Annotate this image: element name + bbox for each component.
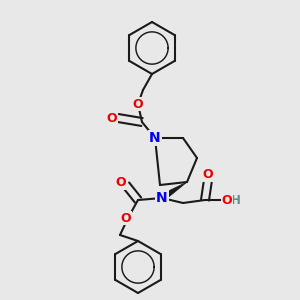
Text: O: O (133, 98, 143, 110)
Text: N: N (156, 191, 168, 205)
Polygon shape (160, 182, 187, 201)
Text: O: O (107, 112, 117, 124)
Text: O: O (222, 194, 232, 206)
Text: O: O (116, 176, 126, 190)
Text: H: H (231, 194, 241, 206)
Text: O: O (203, 169, 213, 182)
Text: O: O (121, 212, 131, 224)
Text: N: N (149, 131, 161, 145)
